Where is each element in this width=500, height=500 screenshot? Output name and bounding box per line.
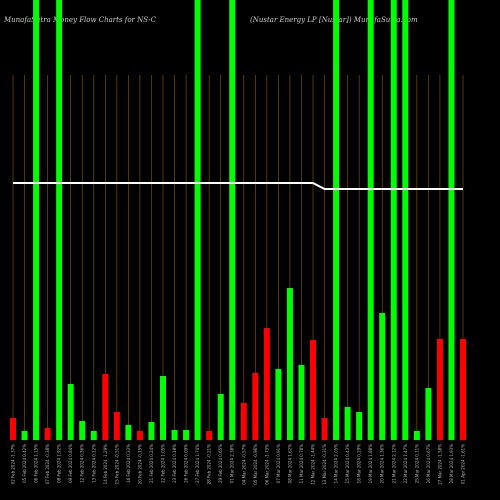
bar — [402, 0, 409, 440]
chart-title: MunafaSutra Money Flow Charts for NS-C — [3, 16, 157, 24]
bar — [113, 412, 120, 440]
x-tick-label: 07 Mar 2024 0.91% — [276, 444, 281, 484]
x-tick-label: 06 Mar 2024 -1.73% — [264, 444, 269, 485]
bar — [67, 384, 74, 440]
bar — [79, 421, 86, 440]
x-tick-label: 26 Feb 2024 0.09% — [184, 444, 189, 483]
bar — [136, 431, 143, 440]
x-tick-label: 27 Feb 2024 1.74% — [195, 444, 200, 483]
x-tick-label: 09 Feb 2024 0.84% — [68, 444, 73, 483]
x-tick-label: 20 Feb 2024 -0.15% — [137, 444, 142, 485]
x-tick-label: 28 Mar 2024 1.93% — [449, 444, 454, 484]
x-tick-label: 29 Feb 2024 0.65% — [218, 444, 223, 483]
bar — [310, 340, 316, 440]
x-tick-label: 13 Mar 2024 -0.31% — [322, 444, 327, 485]
bar — [425, 388, 432, 440]
x-tick-label: 20 Mar 2024 1.36% — [380, 444, 385, 484]
x-tick-label: 18 Mar 2024 0.29% — [357, 444, 362, 484]
bar — [460, 339, 466, 440]
x-tick-label: 08 Mar 2024 1.62% — [287, 444, 292, 484]
bar — [448, 0, 455, 440]
x-tick-label: 12 Mar 2024 -1.44% — [311, 444, 316, 485]
x-tick-label: 11 Mar 2024 0.78% — [299, 444, 304, 484]
x-tick-label: 22 Feb 2024 1.05% — [161, 444, 166, 483]
bar — [183, 430, 190, 440]
bar — [229, 0, 236, 440]
bar — [356, 412, 363, 440]
x-tick-label: 05 Feb 2024 0.42% — [22, 444, 27, 483]
x-tick-label: 01 Apr 2024 -1.61% — [461, 444, 466, 484]
x-tick-label: 07 Feb 2024 -0.38% — [45, 444, 50, 485]
bar — [56, 0, 63, 440]
x-tick-label: 15 Mar 2024 0.43% — [345, 444, 350, 484]
bar — [286, 288, 293, 440]
x-tick-label: 21 Mar 2024 2.12% — [391, 444, 396, 484]
bar — [217, 394, 224, 440]
bar — [21, 431, 28, 440]
bar — [10, 418, 16, 440]
bar — [194, 0, 201, 440]
money-flow-line — [13, 182, 463, 190]
bar — [33, 0, 40, 440]
x-tick-label: 19 Mar 2024 1.88% — [368, 444, 373, 484]
bar — [413, 431, 420, 440]
bar — [102, 374, 109, 440]
x-tick-label: 13 Feb 2024 0.12% — [91, 444, 96, 483]
x-tick-label: 14 Mar 2024 2.05% — [334, 444, 339, 484]
bar — [333, 0, 340, 440]
x-tick-label: 21 Feb 2024 0.24% — [149, 444, 154, 483]
x-tick-label: 28 Feb 2024 -0.21% — [207, 444, 212, 485]
bar — [90, 431, 97, 440]
bar — [298, 365, 305, 440]
x-tick-label: 16 Feb 2024 0.33% — [126, 444, 131, 483]
bar — [390, 0, 397, 440]
bar — [206, 431, 213, 440]
x-tick-label: 22 Mar 2024 1.47% — [403, 444, 408, 484]
x-tick-label: 06 Feb 2024 1.15% — [34, 444, 39, 483]
x-tick-label: 23 Feb 2024 0.18% — [172, 444, 177, 483]
x-tick-label: 25 Mar 2024 0.11% — [414, 444, 419, 484]
bar — [436, 339, 443, 440]
x-tick-label: 05 Mar 2024 -0.96% — [253, 444, 258, 485]
bar — [171, 430, 178, 440]
x-tick-label: 12 Feb 2024 0.36% — [80, 444, 85, 483]
x-tick-label: 01 Mar 2024 2.38% — [230, 444, 235, 484]
x-tick-label: 26 Mar 2024 0.67% — [426, 444, 431, 484]
bar — [44, 428, 51, 440]
bar — [263, 328, 270, 440]
bar — [275, 369, 282, 440]
x-tick-label: 15 Feb 2024 -0.51% — [114, 444, 119, 485]
x-tick-label: 04 Mar 2024 -0.57% — [241, 444, 246, 485]
bar — [321, 418, 328, 440]
x-tick-label: 14 Feb 2024 -1.29% — [103, 444, 108, 485]
bar — [379, 313, 386, 440]
bar — [148, 422, 155, 440]
bar — [252, 373, 259, 440]
x-tick-label: 02 Feb 2024 -1.37% — [11, 444, 16, 485]
bar — [240, 403, 247, 440]
bar — [367, 0, 374, 440]
bar — [160, 376, 166, 440]
x-tick-label: 27 Mar 2024 -1.58% — [437, 444, 442, 485]
bar — [344, 407, 351, 440]
bar — [125, 425, 132, 440]
x-tick-label: 08 Feb 2024 1.92% — [57, 444, 62, 483]
